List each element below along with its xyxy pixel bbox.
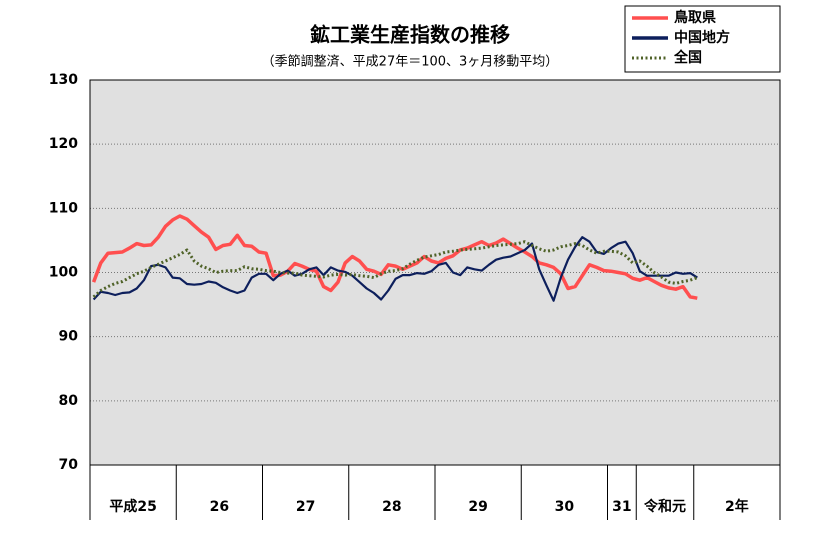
series-line — [92, 240, 698, 299]
y-tick-label: 110 — [49, 200, 78, 216]
chart-subtitle: （季節調整済、平成27年＝100、3ヶ月移動平均） — [262, 54, 559, 70]
legend-label: 全国 — [673, 49, 702, 66]
y-tick-label: 130 — [49, 72, 78, 88]
y-tick-label: 100 — [49, 265, 78, 281]
y-tick-label: 90 — [59, 329, 79, 345]
legend-label: 鳥取県 — [674, 9, 716, 26]
y-tick-label: 80 — [59, 393, 79, 409]
x-tick-label: 2年 — [725, 498, 749, 515]
x-tick-label: 27 — [296, 499, 315, 515]
y-tick-label: 70 — [59, 457, 79, 473]
x-tick-label: 29 — [468, 499, 487, 515]
x-tick-label: 26 — [210, 499, 229, 515]
x-tick-label: 30 — [555, 499, 575, 515]
x-tick-label: 31 — [612, 499, 631, 515]
y-tick-label: 120 — [49, 136, 78, 152]
x-tick-label: 令和元 — [643, 498, 686, 515]
series-line — [91, 214, 698, 300]
series-line — [92, 236, 698, 302]
x-tick-label: 平成25 — [109, 498, 156, 515]
legend-label: 中国地方 — [674, 29, 730, 46]
chart-title: 鉱工業生産指数の推移 — [310, 23, 510, 47]
plot-border — [89, 79, 781, 466]
x-tick-label: 28 — [382, 499, 401, 515]
